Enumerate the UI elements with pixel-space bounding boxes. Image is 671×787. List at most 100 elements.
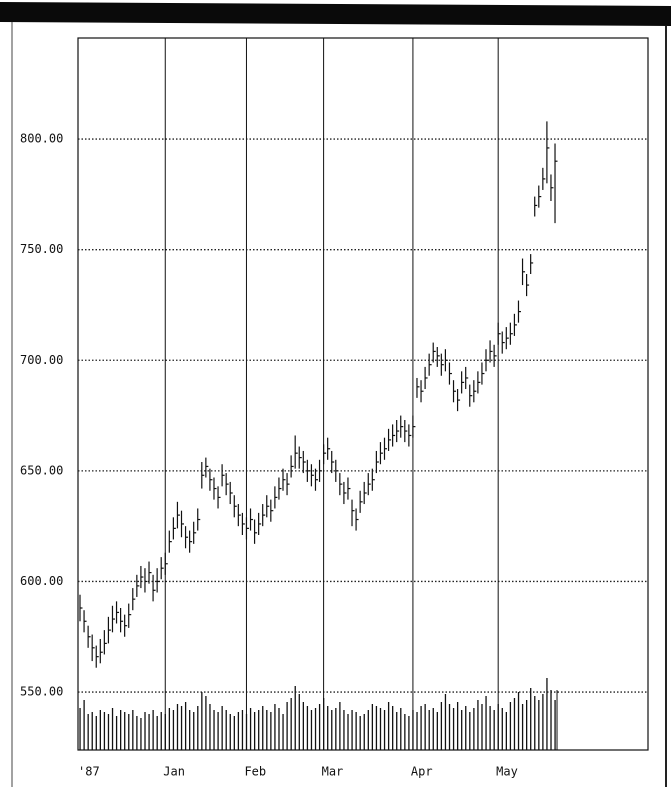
volume-bar bbox=[225, 710, 227, 750]
volume-bar bbox=[306, 706, 309, 750]
volume-bar bbox=[489, 706, 491, 750]
volume-bar bbox=[172, 710, 175, 750]
volume-bar bbox=[485, 696, 487, 750]
volume-bar bbox=[136, 716, 138, 750]
volume-bar bbox=[229, 714, 231, 750]
volume-bar bbox=[412, 710, 414, 750]
volume-bar bbox=[115, 716, 118, 750]
volume-bar bbox=[408, 716, 410, 750]
volume-bar bbox=[205, 696, 207, 750]
volume-bar bbox=[436, 712, 438, 750]
volume-bar bbox=[253, 712, 256, 750]
volume-bar bbox=[152, 710, 154, 750]
volume-bar bbox=[538, 700, 540, 750]
volume-bar bbox=[132, 710, 134, 750]
volume-bar bbox=[79, 708, 81, 750]
volume-bar bbox=[217, 712, 219, 750]
volume-bar bbox=[111, 708, 114, 750]
volume-bar bbox=[128, 714, 130, 750]
volume-bar bbox=[387, 702, 390, 750]
volume-bar bbox=[456, 702, 459, 750]
volume-bar bbox=[351, 710, 353, 750]
volume-bar bbox=[156, 716, 158, 750]
volume-bar bbox=[201, 692, 203, 750]
volume-bar bbox=[420, 706, 422, 750]
volume-bar bbox=[164, 714, 166, 750]
volume-bar bbox=[83, 700, 85, 750]
volume-bar bbox=[168, 708, 171, 750]
volume-bar bbox=[103, 712, 106, 750]
y-tick-label: 550.00 bbox=[20, 685, 63, 699]
volume-bar bbox=[428, 710, 430, 750]
volume-bar bbox=[99, 710, 101, 750]
volume-bar bbox=[444, 694, 447, 750]
volume-bar bbox=[339, 702, 341, 750]
volume-bar bbox=[266, 710, 268, 750]
y-tick-label: 700.00 bbox=[20, 353, 63, 367]
x-tick-label: Mar bbox=[322, 765, 344, 779]
plot: 550.00 600.00 650.00 700.00 750.00 800.00 '87 J… bbox=[20, 38, 648, 779]
volume-bar bbox=[521, 704, 524, 750]
volume-bar bbox=[144, 712, 146, 750]
top-band bbox=[0, 2, 671, 26]
volume-bar bbox=[371, 704, 374, 750]
y-tick-label: 650.00 bbox=[20, 463, 63, 477]
volume-bar bbox=[473, 708, 475, 750]
volume-bar bbox=[237, 712, 240, 750]
volume-bar bbox=[290, 698, 292, 750]
volume-bar bbox=[383, 710, 386, 750]
volume-bar bbox=[343, 710, 345, 750]
volume-bar bbox=[497, 704, 499, 750]
volume-bar bbox=[554, 700, 556, 750]
volume-bar bbox=[550, 690, 552, 750]
volume-bar bbox=[107, 714, 110, 750]
volume-bar bbox=[213, 710, 215, 750]
volume-bar bbox=[542, 694, 544, 750]
volume-bar bbox=[180, 706, 183, 750]
volume-bar bbox=[379, 708, 382, 750]
volume-bar bbox=[160, 712, 162, 750]
volume-bar bbox=[440, 702, 443, 750]
volume-bar bbox=[363, 714, 365, 750]
volume-bar bbox=[465, 706, 467, 750]
x-tick-label: May bbox=[496, 765, 518, 779]
x-tick-label: '87 bbox=[78, 765, 100, 779]
volume-bar bbox=[509, 702, 512, 750]
volume-bar bbox=[318, 704, 321, 750]
volume-bar bbox=[517, 692, 520, 750]
volume-bar bbox=[461, 710, 463, 750]
plot-frame bbox=[77, 37, 649, 751]
x-tick-label: Apr bbox=[411, 765, 433, 779]
volume-bar bbox=[526, 700, 528, 750]
volume-bar bbox=[327, 706, 329, 750]
volume-bar bbox=[501, 708, 503, 750]
volume-bar bbox=[513, 698, 516, 750]
volume-bar bbox=[294, 686, 296, 750]
volume-bar bbox=[367, 710, 369, 750]
volume-bar bbox=[347, 714, 349, 750]
x-tick-label: Jan bbox=[163, 765, 185, 779]
volume-bar bbox=[221, 706, 223, 750]
volume-bar bbox=[140, 718, 142, 750]
volume-bar bbox=[335, 708, 337, 750]
volume-bar bbox=[392, 706, 394, 750]
volume-bar bbox=[91, 712, 93, 750]
volume-bar bbox=[120, 710, 122, 750]
volume-bar bbox=[298, 694, 300, 750]
volume-bar bbox=[245, 714, 248, 750]
volume-bar bbox=[355, 712, 357, 750]
volume-bar bbox=[241, 710, 244, 750]
volume-bar bbox=[448, 704, 451, 750]
volume-bar bbox=[286, 702, 288, 750]
volume-bar bbox=[396, 712, 398, 750]
volume-bar bbox=[400, 708, 402, 750]
volume-bar bbox=[278, 708, 280, 750]
y-tick-label: 800.00 bbox=[20, 132, 63, 146]
volume-bar bbox=[323, 698, 325, 750]
y-tick-label: 750.00 bbox=[20, 242, 63, 256]
volume-bar bbox=[452, 708, 455, 750]
volume-bar bbox=[481, 704, 483, 750]
volume-bar bbox=[331, 710, 333, 750]
